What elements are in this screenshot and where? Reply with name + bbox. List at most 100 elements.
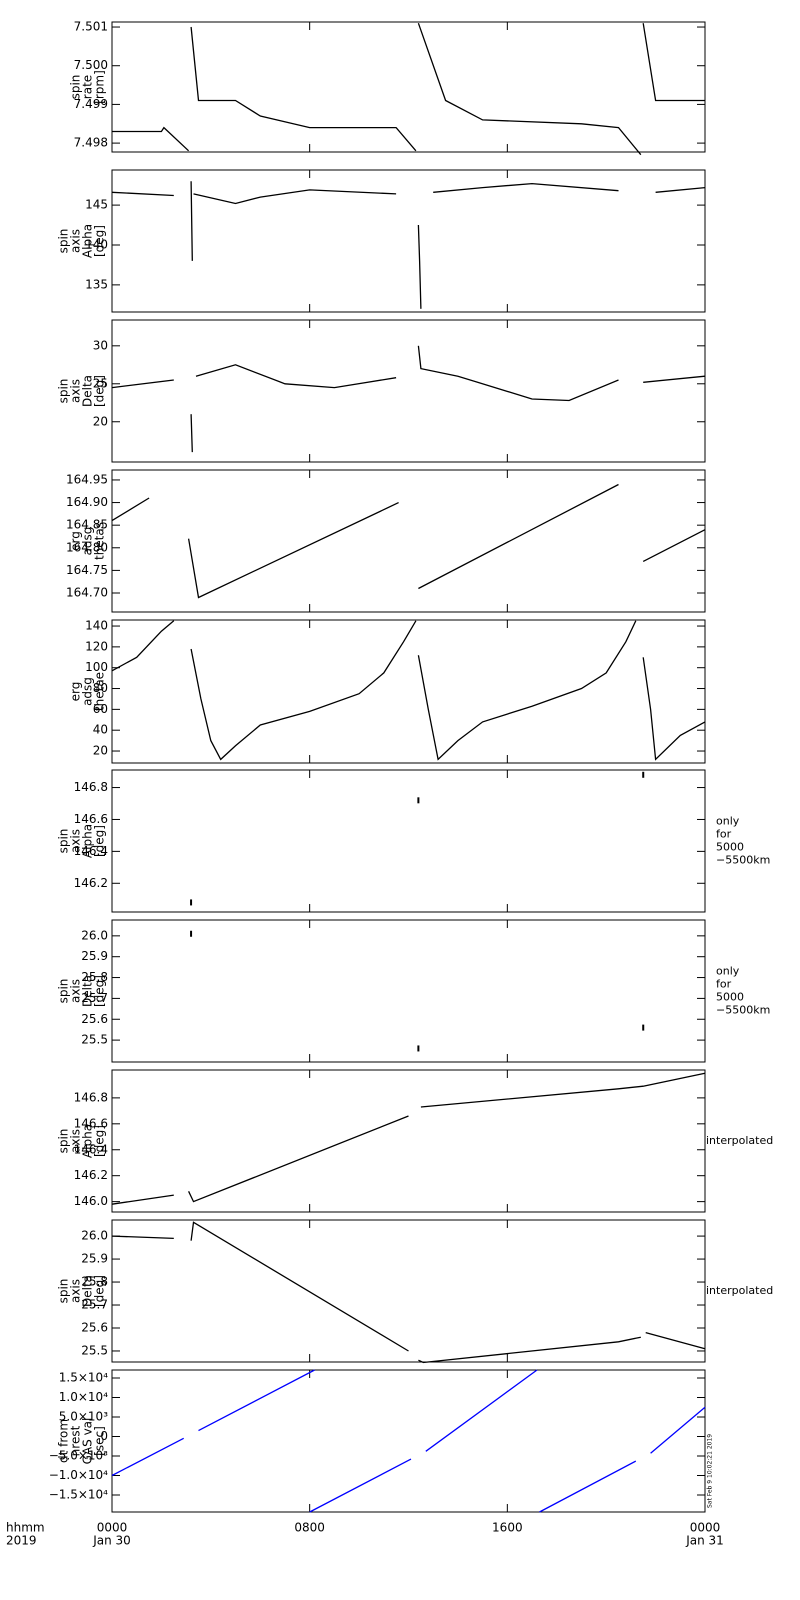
y-tick-label: 26.0 xyxy=(81,928,108,942)
y-axis-label: thetas xyxy=(93,522,107,560)
x-tick-label: 0000 xyxy=(97,1521,128,1535)
y-axis-label: Alpha xyxy=(81,224,95,258)
panel-frame xyxy=(111,469,706,613)
data-line xyxy=(111,1369,706,1513)
y-tick-label: 164.95 xyxy=(66,472,108,486)
y-axis-label: GAS val xyxy=(81,1418,95,1465)
x-tick-label: 0800 xyxy=(294,1521,325,1535)
data-line xyxy=(112,22,705,156)
y-axis-label: Delta xyxy=(81,375,95,407)
data-point xyxy=(642,771,645,778)
y-tick-label: 25.8 xyxy=(81,1275,108,1289)
y-tick-label: 80 xyxy=(93,681,108,695)
data-point xyxy=(417,1045,420,1052)
panel-note: for xyxy=(716,828,732,841)
y-tick-label: 146.4 xyxy=(74,844,108,858)
y-tick-label: 30 xyxy=(93,338,108,352)
y-tick-label: 0 xyxy=(100,1429,108,1443)
panel-frame xyxy=(111,319,706,463)
x-date-label: Jan 30 xyxy=(92,1534,131,1548)
y-tick-label: 146.8 xyxy=(74,780,108,794)
panel-note: interpolated xyxy=(706,1134,773,1147)
y-axis-label: [deg] xyxy=(93,375,107,407)
y-tick-label: −5.0×10³ xyxy=(49,1448,108,1462)
y-tick-label: −1.5×10⁴ xyxy=(49,1487,108,1501)
y-tick-label: 25.7 xyxy=(81,1298,108,1312)
y-axis-label: Alpha xyxy=(81,824,95,858)
y-axis-label: [deg] xyxy=(93,225,107,257)
y-tick-label: 26.0 xyxy=(81,1229,108,1243)
y-axis-label: spin xyxy=(57,1279,71,1304)
y-axis-label: spin xyxy=(57,229,71,254)
panel-note: for xyxy=(716,978,732,991)
y-tick-label: 25 xyxy=(93,376,108,390)
y-tick-label: 146.6 xyxy=(74,812,108,826)
panel-frame xyxy=(111,1219,706,1363)
y-tick-label: 25.6 xyxy=(81,1012,108,1026)
y-tick-label: 164.90 xyxy=(66,495,108,509)
y-axis-label: Delta xyxy=(81,975,95,1007)
y-tick-label: 20 xyxy=(93,744,108,758)
y-axis-label: axis xyxy=(69,379,83,403)
panel-note: 5000 xyxy=(716,991,744,1004)
data-line xyxy=(111,345,706,453)
y-axis-label: spin xyxy=(57,979,71,1004)
y-axis-label: Alpha xyxy=(81,1124,95,1158)
y-tick-label: 1.5×10⁴ xyxy=(59,1370,108,1384)
data-point xyxy=(642,1024,645,1031)
panel-frame xyxy=(111,919,706,1063)
y-tick-label: 146.2 xyxy=(74,876,108,890)
y-tick-label: 100 xyxy=(85,660,108,674)
panel-note: −5500km xyxy=(716,1004,770,1017)
y-axis-label: spin xyxy=(57,829,71,854)
panel-note: 5000 xyxy=(716,841,744,854)
timestamp: Sat Feb 9 10:02:21 2019 xyxy=(707,1434,714,1508)
y-axis-label: [deg] xyxy=(93,825,107,857)
y-axis-label: [deg] xyxy=(93,975,107,1007)
y-axis-label: rate xyxy=(81,75,95,99)
data-point xyxy=(190,899,193,906)
panel-frame xyxy=(111,1069,706,1213)
y-tick-label: 25.5 xyxy=(81,1033,108,1047)
y-tick-label: 25.5 xyxy=(81,1343,108,1357)
data-point xyxy=(190,930,193,937)
y-axis-label: [deg] xyxy=(93,1125,107,1157)
panel-frame xyxy=(111,619,706,764)
y-tick-label: 146.8 xyxy=(74,1090,108,1104)
y-tick-label: 146.6 xyxy=(74,1116,108,1130)
y-tick-label: 7.498 xyxy=(74,136,108,150)
y-axis-label: adsg xyxy=(81,527,95,556)
y-axis-label: erg xyxy=(69,531,83,551)
y-tick-label: 40 xyxy=(93,723,108,737)
y-axis-label: axis xyxy=(69,829,83,853)
x-tick-label: 0000 xyxy=(690,1521,721,1535)
y-tick-label: 7.501 xyxy=(74,20,108,34)
data-point xyxy=(417,797,420,804)
panel-note: −5500km xyxy=(716,854,770,867)
y-tick-label: 164.80 xyxy=(66,540,108,554)
y-tick-label: 25.9 xyxy=(81,949,108,963)
y-axis-label: spin xyxy=(57,1129,71,1154)
y-tick-label: 1.0×10⁴ xyxy=(59,1390,108,1404)
y-axis-label: axis xyxy=(69,1279,83,1303)
x-date-label: Jan 31 xyxy=(685,1534,724,1548)
y-axis-label: axis xyxy=(69,1129,83,1153)
y-tick-label: 146.2 xyxy=(74,1168,108,1182)
x-axis-label: 2019 xyxy=(6,1534,37,1548)
y-tick-label: 25.7 xyxy=(81,991,108,1005)
y-axis-label: [deg] xyxy=(93,1275,107,1307)
y-tick-label: 25.8 xyxy=(81,970,108,984)
y-axis-label: [rpm] xyxy=(93,70,107,104)
y-axis-label: adsg xyxy=(81,677,95,706)
y-tick-label: 120 xyxy=(85,639,108,653)
x-tick-label: 1600 xyxy=(492,1521,523,1535)
data-line xyxy=(111,1072,706,1205)
y-axis-label: spin xyxy=(57,379,71,404)
y-tick-label: 25.6 xyxy=(81,1320,108,1334)
y-tick-label: 145 xyxy=(85,198,108,212)
y-axis-label: spin xyxy=(69,75,83,100)
y-tick-label: 7.499 xyxy=(74,97,108,111)
panel-note: only xyxy=(716,965,740,978)
panel-note: only xyxy=(716,815,740,828)
